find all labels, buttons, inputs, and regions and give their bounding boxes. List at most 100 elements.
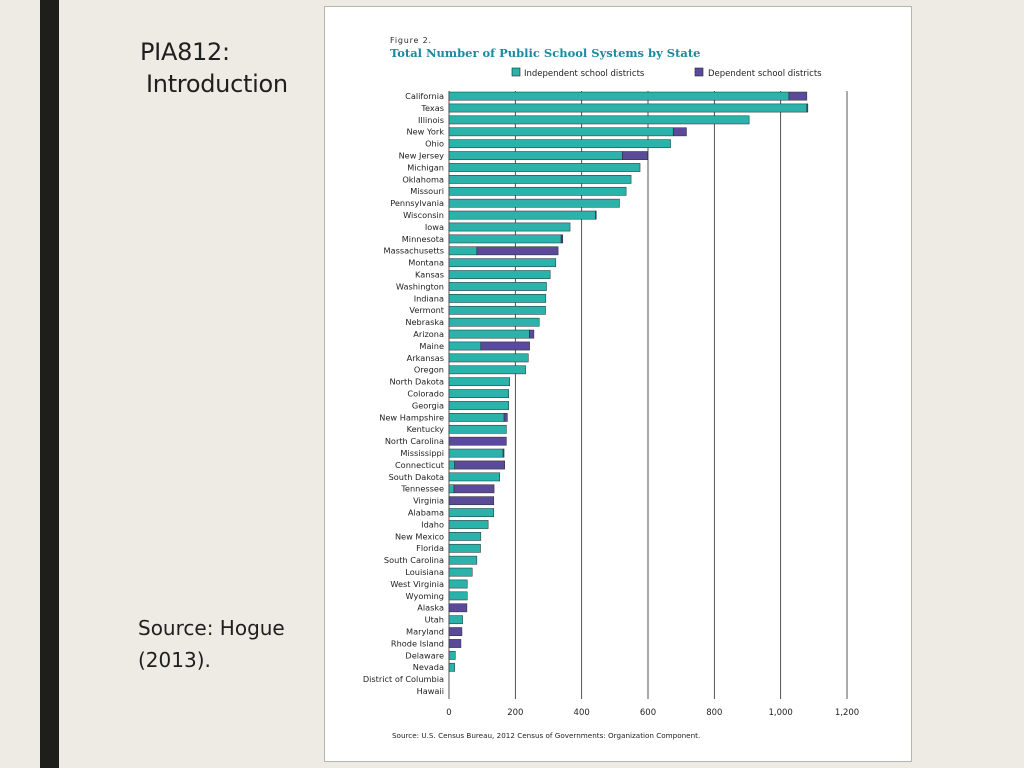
state-label: Arkansas <box>407 353 444 363</box>
state-label: Mississippi <box>400 448 444 458</box>
state-label: Maine <box>419 341 444 351</box>
bar-dependent <box>448 639 462 648</box>
state-label: New Jersey <box>399 151 445 161</box>
bar-independent <box>448 103 808 113</box>
bar-independent <box>448 210 596 220</box>
bar-independent <box>448 662 455 672</box>
state-label: Florida <box>416 543 444 553</box>
legend-label-independent: Independent school districts <box>524 69 645 79</box>
chart-source: Source: U.S. Census Bureau, 2012 Census … <box>392 731 700 740</box>
bar-independent <box>448 234 562 244</box>
bar-independent <box>448 484 455 494</box>
state-label: Georgia <box>412 400 444 410</box>
bar-independent <box>448 258 557 268</box>
bar-independent <box>448 377 510 387</box>
state-label: Maryland <box>406 627 444 637</box>
state-label: Oregon <box>414 365 444 375</box>
bar-independent <box>448 413 505 422</box>
state-label: Arizona <box>413 329 444 339</box>
legend-swatch-dependent <box>694 67 704 77</box>
bar-independent <box>448 567 473 577</box>
bar-independent <box>448 615 463 625</box>
bar-dependent <box>529 329 535 339</box>
bar-independent <box>448 198 620 208</box>
bar-independent <box>448 115 750 125</box>
tick-label: 0 <box>446 708 451 718</box>
bar-dependent <box>476 246 559 256</box>
bar-dependent <box>448 436 507 446</box>
slide-title-line1: PIA812: <box>140 38 230 66</box>
source-note-line2: (2013). <box>138 648 211 672</box>
state-label: Alabama <box>408 508 444 518</box>
bar-independent <box>448 651 456 660</box>
bar-dependent <box>503 413 508 422</box>
bar-independent <box>448 163 641 172</box>
bar-dependent <box>560 234 564 244</box>
state-label: Colorado <box>407 389 444 399</box>
slide-title-line2: Introduction <box>146 70 288 98</box>
legend-label-dependent: Dependent school districts <box>708 69 822 79</box>
bar-independent <box>448 365 526 375</box>
tick-label: 1,200 <box>835 708 859 718</box>
bar-independent <box>448 127 674 137</box>
bar-independent <box>448 329 530 339</box>
bar-dependent <box>788 91 808 101</box>
bar-independent <box>448 91 790 101</box>
state-label: Kentucky <box>407 424 445 434</box>
bar-dependent <box>448 627 463 636</box>
bar-independent <box>448 543 481 553</box>
bar-independent <box>448 520 489 529</box>
state-label: Ohio <box>425 139 444 149</box>
state-label: New York <box>407 127 445 137</box>
state-label: Rhode Island <box>391 638 444 648</box>
bar-dependent <box>448 603 468 613</box>
bar-dependent <box>448 496 495 506</box>
bar-independent <box>448 139 671 149</box>
bar-independent <box>448 222 571 232</box>
bar-independent <box>448 151 623 160</box>
state-label: Illinois <box>418 115 444 125</box>
state-label: Missouri <box>410 186 444 196</box>
state-label: North Dakota <box>389 377 444 387</box>
state-label: Alaska <box>417 603 444 613</box>
bar-dependent <box>672 127 687 137</box>
state-label: West Virginia <box>390 579 444 589</box>
state-label: Minnesota <box>402 234 444 244</box>
state-label: California <box>405 91 444 101</box>
tick-label: 200 <box>507 708 523 718</box>
bar-independent <box>448 270 551 279</box>
state-label: Nebraska <box>405 317 444 327</box>
source-note: Source: Hogue (2013). <box>138 612 285 676</box>
slide-title: PIA812: Introduction <box>140 36 288 100</box>
legend-swatch-independent <box>511 67 521 77</box>
bar-independent <box>448 579 468 589</box>
bar-independent <box>448 424 507 434</box>
state-label: South Dakota <box>389 472 444 482</box>
state-label: Tennessee <box>400 484 444 494</box>
bar-independent <box>448 353 529 363</box>
left-accent-bar <box>40 0 59 768</box>
state-label: Oklahoma <box>402 174 444 184</box>
bar-independent <box>448 317 540 327</box>
figure-label: Figure 2. <box>390 36 432 45</box>
state-label: Wyoming <box>406 591 444 601</box>
tick-label: 400 <box>574 708 590 718</box>
tick-label: 1,000 <box>768 708 792 718</box>
state-label: Iowa <box>425 222 444 232</box>
bar-independent <box>448 389 509 398</box>
state-labels: California Texas Illinois New York Ohio New J… <box>363 91 445 696</box>
state-label: Idaho <box>421 519 444 529</box>
state-label: Vermont <box>409 305 444 315</box>
state-label: Texas <box>420 103 444 113</box>
bar-independent <box>448 175 632 184</box>
state-label: Kansas <box>415 270 444 280</box>
state-label: Connecticut <box>395 460 445 470</box>
tick-label: 600 <box>640 708 656 718</box>
bar-independent <box>448 282 547 291</box>
bars <box>448 91 809 672</box>
bar-dependent <box>595 210 597 220</box>
state-label: New Mexico <box>395 531 444 541</box>
chart-figure: Figure 2. Total Number of Public School … <box>324 6 912 762</box>
state-label: Indiana <box>414 293 444 303</box>
bar-dependent <box>453 484 495 494</box>
